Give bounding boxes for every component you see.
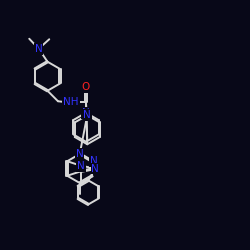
Text: NH: NH bbox=[63, 97, 79, 107]
Text: N: N bbox=[82, 108, 90, 118]
Text: N: N bbox=[35, 44, 42, 54]
Text: N: N bbox=[91, 164, 99, 173]
Text: N: N bbox=[90, 156, 98, 166]
Text: N: N bbox=[77, 161, 85, 171]
Text: O: O bbox=[82, 82, 90, 92]
Text: N: N bbox=[84, 110, 91, 120]
Text: N: N bbox=[76, 149, 84, 159]
